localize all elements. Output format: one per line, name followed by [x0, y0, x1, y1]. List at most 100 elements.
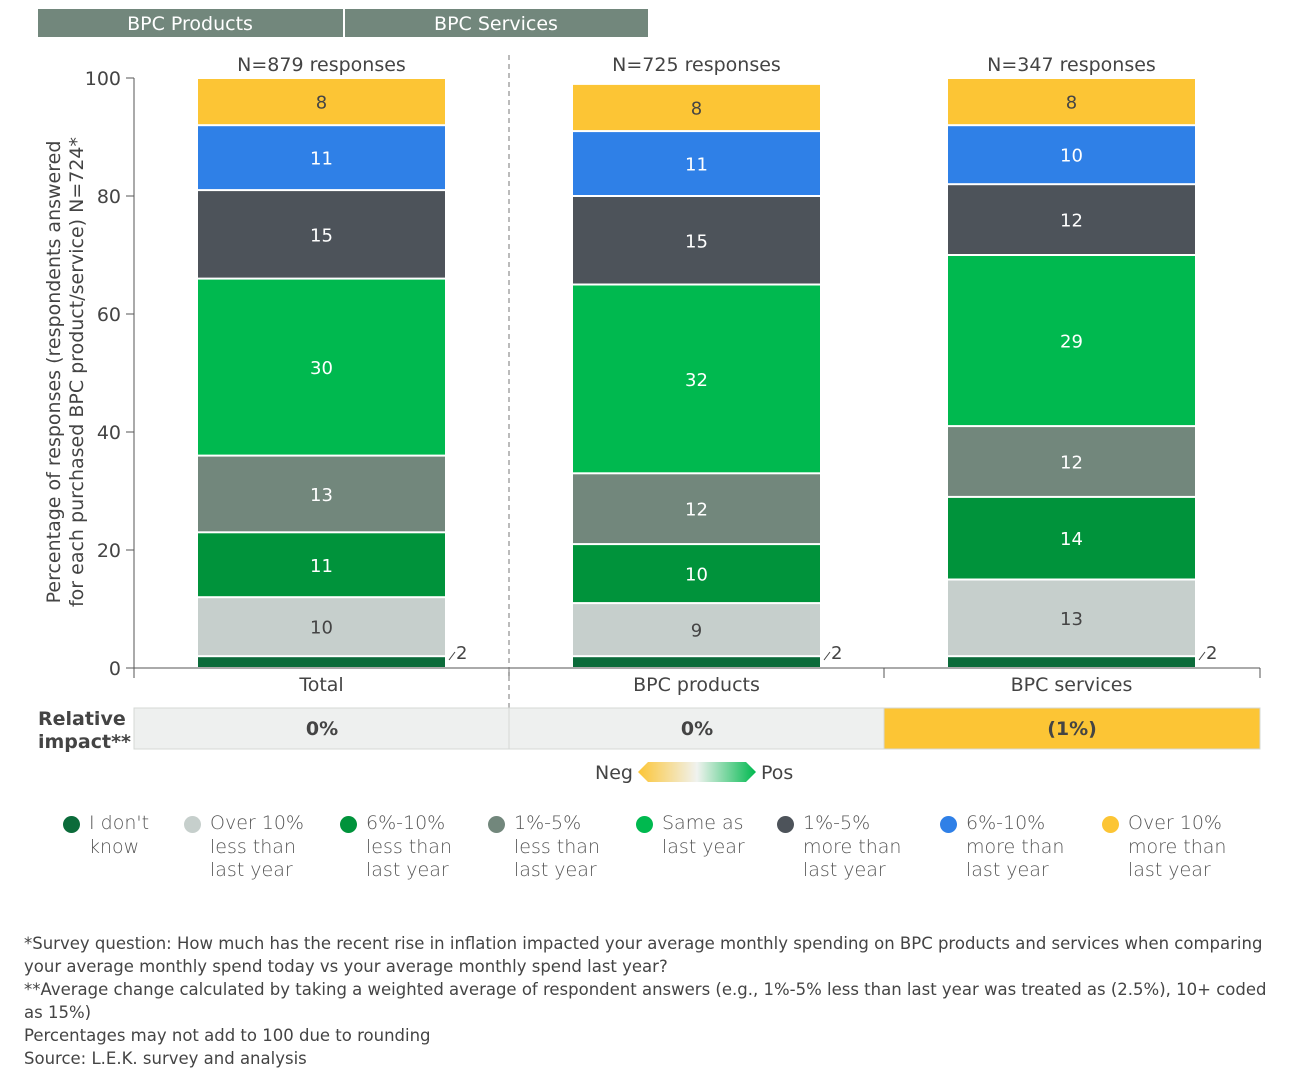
- bar-segment: [948, 657, 1195, 667]
- legend: I don't know Over 10% less than last year…: [0, 812, 1300, 892]
- y-tick-label: 60: [97, 304, 121, 326]
- legend-swatch-icon: [63, 816, 80, 833]
- data-label: 13: [310, 485, 333, 506]
- data-label: 12: [1060, 453, 1083, 474]
- data-label: 9: [691, 621, 702, 642]
- bar-segment: [948, 126, 1195, 184]
- bar-segment: [198, 279, 445, 455]
- data-label: 2: [456, 643, 467, 664]
- data-label: 12: [685, 500, 708, 521]
- legend-label: Over 10% less than last year: [210, 812, 304, 881]
- data-label: 10: [310, 618, 333, 639]
- footnote-average-change: **Average change calculated by taking a …: [24, 980, 1267, 1022]
- bar-segment: [198, 79, 445, 125]
- data-label: 15: [685, 231, 708, 252]
- legend-label: I don't know: [89, 812, 150, 858]
- relative-impact-label: Relative: [38, 708, 126, 730]
- legend-label: Same as last year: [662, 812, 745, 858]
- relative-impact-value: 0%: [681, 718, 713, 740]
- relative-impact-value: 0%: [306, 718, 338, 740]
- y-tick-label: 80: [97, 186, 121, 208]
- legend-label: 6%-10% more than last year: [966, 812, 1065, 881]
- footnote-survey-question: *Survey question: How much has the recen…: [24, 934, 1263, 976]
- y-tick-label: 0: [109, 658, 121, 680]
- legend-label: Over 10% more than last year: [1128, 812, 1227, 881]
- data-label: 8: [1066, 93, 1077, 114]
- legend-item: Same as last year: [636, 812, 745, 859]
- tab-bpc-services-bg: [345, 9, 648, 37]
- bar-segment: [948, 79, 1195, 125]
- legend-item: 6%-10% less than last year: [340, 812, 452, 883]
- relative-impact-cell: [883, 707, 1261, 750]
- bar-segment: [948, 580, 1195, 656]
- data-label: 10: [1060, 146, 1083, 167]
- y-axis-label-line: Percentage of responses (respondents ans…: [43, 141, 65, 604]
- stacked-bar-chart: BPC Products BPC Services Percentage of …: [38, 9, 1261, 784]
- legend-label: 6%-10% less than last year: [366, 812, 452, 881]
- data-label: 10: [685, 565, 708, 586]
- legend-item: I don't know: [63, 812, 150, 859]
- legend-swatch-icon: [184, 816, 201, 833]
- small-value-leader: [823, 651, 831, 661]
- legend-swatch-icon: [636, 816, 653, 833]
- data-label: 11: [310, 149, 333, 170]
- scale-neg-label: Neg: [595, 762, 633, 784]
- data-label: 13: [1060, 609, 1083, 630]
- bar-segment: [948, 185, 1195, 254]
- bar-segment: [573, 604, 820, 656]
- bar-segment: [573, 474, 820, 544]
- bar-segment: [573, 545, 820, 603]
- data-label: 29: [1060, 332, 1083, 353]
- bar-segment: [573, 84, 820, 131]
- data-label: 14: [1060, 529, 1083, 550]
- data-label: 15: [310, 225, 333, 246]
- bar-segment: [573, 285, 820, 473]
- category-n-label: N=347 responses: [987, 54, 1156, 76]
- bar-segment: [198, 456, 445, 532]
- small-value-leader: [448, 651, 456, 661]
- y-tick-label: 40: [97, 422, 121, 444]
- relative-impact-cell: [508, 707, 885, 750]
- legend-swatch-icon: [340, 816, 357, 833]
- relative-impact-cell: [133, 707, 510, 750]
- data-label: 8: [691, 99, 702, 120]
- bar-segment: [948, 497, 1195, 579]
- relative-impact-value: (1%): [1047, 718, 1097, 740]
- bar-segment: [573, 132, 820, 195]
- data-label: 11: [310, 556, 333, 577]
- bar-segment: [573, 197, 820, 284]
- category-n-label: N=725 responses: [612, 54, 781, 76]
- legend-item: Over 10% less than last year: [184, 812, 304, 883]
- small-value-leader: [1198, 651, 1206, 661]
- tab-bpc-products: BPC Products: [127, 13, 253, 35]
- data-label: 12: [1060, 211, 1083, 232]
- data-label: 2: [831, 643, 842, 664]
- x-category-label: BPC services: [1011, 674, 1133, 696]
- scale-pos-label: Pos: [761, 762, 793, 784]
- footnotes: *Survey question: How much has the recen…: [24, 932, 1284, 1070]
- data-label: 11: [685, 155, 708, 176]
- legend-item: 6%-10% more than last year: [940, 812, 1065, 883]
- footnote-rounding: Percentages may not add to 100 due to ro…: [24, 1026, 431, 1045]
- legend-label: 1%-5% less than last year: [514, 812, 600, 881]
- x-category-label: Total: [298, 674, 343, 696]
- bar-segment: [198, 533, 445, 597]
- y-axis-label-line: for each purchased BPC product/service) …: [66, 137, 88, 607]
- legend-swatch-icon: [488, 816, 505, 833]
- bar-segment: [573, 657, 820, 667]
- legend-label: 1%-5% more than last year: [803, 812, 902, 881]
- y-axis-label: Percentage of responses (respondents ans…: [43, 137, 88, 607]
- y-tick-label: 20: [97, 540, 121, 562]
- legend-item: 1%-5% more than last year: [777, 812, 902, 883]
- neg-pos-gradient-arrow: [638, 762, 756, 782]
- legend-item: Over 10% more than last year: [1102, 812, 1227, 883]
- tab-bpc-services: BPC Services: [434, 13, 558, 35]
- bar-segment: [198, 126, 445, 190]
- tab-bpc-products-bg: [38, 9, 343, 37]
- legend-swatch-icon: [940, 816, 957, 833]
- data-label: 30: [310, 358, 333, 379]
- bar-segment: [948, 256, 1195, 426]
- bar-segment: [948, 427, 1195, 496]
- footnote-source: Source: L.E.K. survey and analysis: [24, 1049, 307, 1068]
- bar-segment: [198, 191, 445, 278]
